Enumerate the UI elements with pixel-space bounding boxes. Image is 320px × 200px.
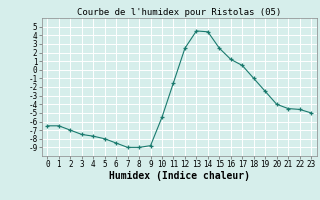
Title: Courbe de l'humidex pour Ristolas (05): Courbe de l'humidex pour Ristolas (05) — [77, 8, 281, 17]
X-axis label: Humidex (Indice chaleur): Humidex (Indice chaleur) — [109, 171, 250, 181]
